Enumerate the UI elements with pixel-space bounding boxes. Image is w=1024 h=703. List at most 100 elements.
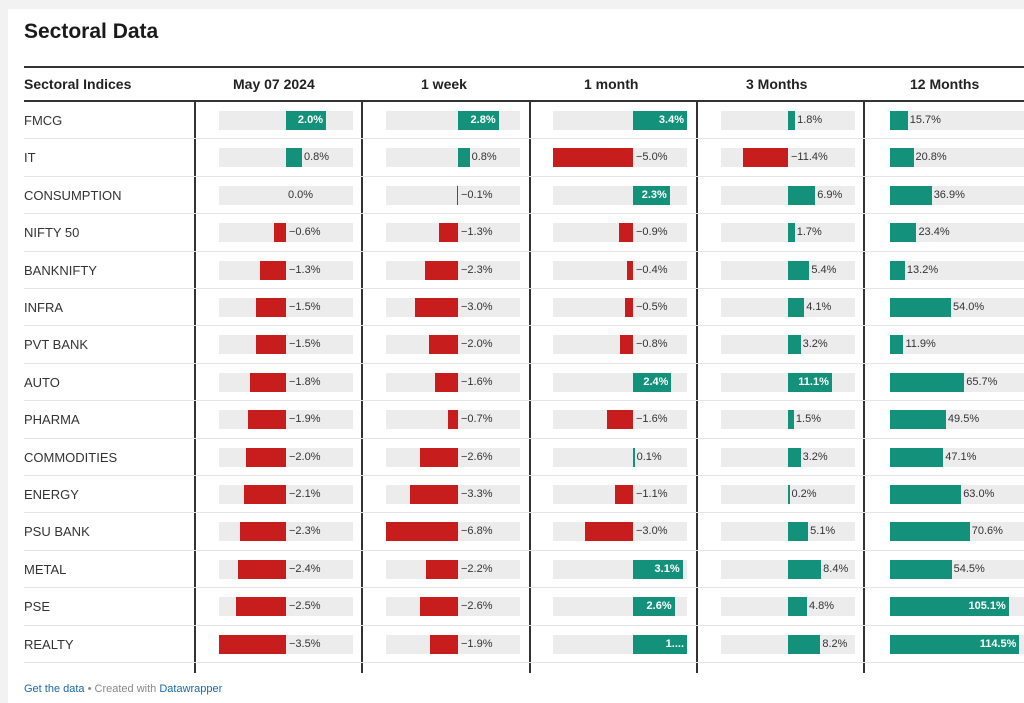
data-label: −2.5% (289, 600, 321, 613)
data-bar (553, 148, 633, 168)
bar-track: −2.6% (386, 597, 520, 617)
row-label-banknifty: BANKNIFTY (24, 262, 97, 278)
bar-track: −3.0% (386, 298, 520, 317)
bar-track: 65.7% (890, 372, 1024, 392)
bar-track: 0.0% (219, 185, 353, 205)
data-bar (890, 185, 932, 205)
data-label: 3.2% (802, 338, 828, 351)
data-label: −0.9% (636, 226, 668, 239)
data-label: −0.4% (636, 263, 668, 276)
data-bar (430, 634, 458, 654)
bar-track: 54.5% (890, 559, 1024, 579)
data-label: 4.1% (806, 301, 832, 313)
table-row: CONSUMPTION 0.0% −0.1% 2.3% 6.9% 36.9% (24, 177, 1024, 215)
datawrapper-link[interactable]: Datawrapper (159, 683, 223, 695)
data-label: 8.2% (822, 637, 848, 650)
bar-track: −1.5% (219, 298, 353, 317)
data-label: 2.0% (297, 114, 323, 126)
data-bar (788, 634, 821, 654)
data-label: 0.2% (791, 488, 817, 500)
data-label: 105.1% (968, 600, 1006, 613)
bar-track: 8.2% (721, 634, 855, 654)
bar-track: −2.1% (219, 485, 353, 504)
data-bar (236, 597, 286, 617)
table-row: NIFTY 50 −0.6% −1.3% −0.9% 1.7% 23.4% (24, 214, 1024, 252)
data-label: −0.6% (289, 226, 321, 239)
data-bar (890, 522, 970, 542)
data-bar (788, 410, 794, 430)
data-label: 0.8% (471, 151, 497, 164)
get-the-data-link[interactable]: Get the data (24, 683, 85, 695)
data-label: −2.2% (461, 562, 493, 575)
data-label: −6.8% (461, 525, 493, 538)
bar-track: 0.1% (553, 447, 687, 467)
data-bar (250, 372, 286, 392)
table-row: INFRA −1.5% −3.0% −0.5% 4.1% 54.0% (24, 289, 1024, 327)
data-label: 1.... (665, 637, 684, 650)
bar-track: −0.8% (553, 335, 687, 355)
table-row: COMMODITIES −2.0% −2.6% 0.1% 3.2% 47.1% (24, 439, 1024, 476)
column-separator (361, 102, 363, 673)
data-bar (434, 372, 458, 392)
data-label: 54.5% (953, 562, 985, 575)
column-separator (194, 102, 196, 673)
bar-track: −1.9% (386, 634, 520, 654)
data-label: 2.3% (641, 188, 667, 201)
data-bar (890, 223, 917, 243)
data-label: −1.6% (636, 413, 668, 426)
column-separator (529, 102, 531, 673)
data-bar (890, 372, 965, 392)
row-label-pvt-bank: PVT BANK (24, 337, 89, 353)
data-bar (260, 260, 286, 280)
bar-track: 49.5% (890, 410, 1024, 430)
data-bar (447, 410, 458, 430)
bar-track: −3.3% (386, 485, 520, 504)
bar-track: −2.6% (386, 447, 520, 467)
table-row: FMCG 2.0% 2.8% 3.4% 1.8% 15.7% (24, 102, 1024, 140)
data-bar (238, 559, 286, 579)
data-bar (890, 335, 904, 355)
bar-track: −3.0% (553, 522, 687, 542)
row-label-psu-bank: PSU BANK (24, 524, 90, 540)
data-label: −1.1% (636, 488, 668, 500)
bar-track: −0.4% (553, 260, 687, 280)
data-bar (890, 485, 962, 504)
row-label-commodities: COMMODITIES (24, 449, 118, 465)
bar-track: 4.8% (721, 597, 855, 617)
bar-track: 4.1% (721, 298, 855, 317)
data-bar (633, 111, 687, 130)
data-bar (890, 597, 1009, 617)
bar-track: 3.1% (553, 559, 687, 579)
data-bar (633, 185, 670, 205)
bar-track: 8.4% (721, 559, 855, 579)
data-bar (274, 223, 286, 243)
bar-track: 5.4% (721, 260, 855, 280)
data-bar (256, 335, 286, 355)
bar-track: 1.... (553, 634, 687, 654)
row-label-consumption: CONSUMPTION (24, 187, 122, 203)
bar-track: 47.1% (890, 447, 1024, 467)
data-bar (256, 298, 286, 317)
data-label: −2.0% (289, 450, 321, 463)
row-label-pharma: PHARMA (24, 412, 80, 428)
bar-track: 23.4% (890, 223, 1024, 243)
data-bar (244, 485, 286, 504)
data-bar (458, 111, 499, 130)
bar-track: −0.6% (219, 223, 353, 243)
data-label: 4.8% (808, 600, 835, 613)
row-label-nifty-50: NIFTY 50 (24, 225, 80, 241)
data-bar (286, 148, 302, 168)
table-row: IT 0.8% 0.8% −5.0% −11.4% 20.8% (24, 139, 1024, 177)
data-label: −1.3% (289, 263, 321, 276)
column-header-3-months: 3 Months (746, 76, 808, 92)
row-label-metal: METAL (24, 561, 67, 577)
data-label: −1.5% (289, 301, 321, 313)
data-label: 2.8% (470, 114, 496, 126)
bar-track: 3.2% (721, 335, 855, 355)
data-label: −0.7% (461, 413, 493, 426)
data-bar (607, 410, 633, 430)
data-bar (788, 597, 807, 617)
data-label: −2.3% (461, 263, 493, 276)
bar-track: 1.7% (721, 223, 855, 243)
data-bar (788, 372, 832, 392)
